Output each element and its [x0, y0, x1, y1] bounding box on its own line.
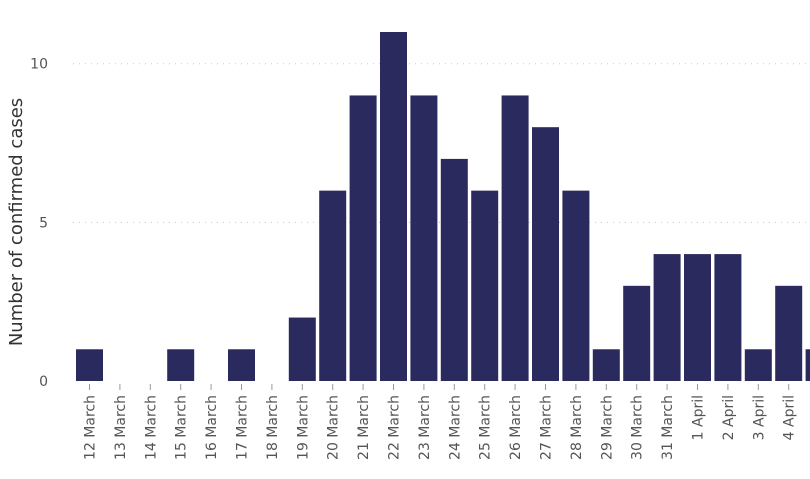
bar — [288, 317, 316, 381]
bars — [76, 32, 810, 382]
y-axis-ticks: 0 5 10 — [30, 57, 48, 390]
bar — [349, 95, 377, 382]
x-tick-label: 18 March — [265, 395, 281, 460]
x-tick-label: 22 March — [387, 395, 403, 460]
x-tick-label: 29 March — [599, 395, 615, 460]
x-tick-label: 15 March — [174, 395, 190, 460]
bar — [471, 190, 499, 381]
bar — [440, 158, 468, 381]
x-tick-label: 1 April — [691, 395, 707, 440]
x-tick-label: 19 March — [295, 395, 311, 460]
x-axis-ticks: 12 March 13 March 14 March 15 March 16 March… — [83, 384, 798, 460]
bar — [744, 349, 772, 381]
bar — [805, 349, 810, 381]
x-tick-label: 24 March — [447, 395, 463, 460]
bar — [623, 285, 651, 381]
x-tick-label: 26 March — [508, 395, 524, 460]
x-tick-label: 27 March — [539, 395, 555, 460]
y-tick-label: 0 — [39, 374, 48, 390]
bar — [714, 254, 742, 381]
x-tick-label: 3 April — [751, 395, 767, 440]
x-tick-label: 16 March — [204, 395, 220, 460]
x-tick-label: 20 March — [326, 395, 342, 460]
bar — [167, 349, 195, 381]
bar — [501, 95, 529, 382]
bar — [319, 190, 347, 381]
x-tick-label: 23 March — [417, 395, 433, 460]
bar — [228, 349, 255, 381]
x-tick-label: 13 March — [113, 395, 129, 460]
bar — [684, 254, 711, 381]
y-tick-label: 10 — [30, 57, 48, 73]
x-tick-label: 4 April — [782, 395, 798, 440]
x-tick-label: 17 March — [235, 395, 251, 460]
bar — [592, 349, 620, 381]
y-axis-title: Number of confirmed cases — [6, 98, 27, 346]
bar — [532, 127, 559, 381]
bar — [410, 95, 438, 382]
x-tick-label: 2 April — [721, 395, 737, 440]
bar — [76, 349, 103, 381]
bar — [562, 190, 590, 381]
x-tick-label: 21 March — [356, 395, 372, 460]
bar — [775, 285, 803, 381]
x-tick-label: 25 March — [478, 395, 494, 460]
bar — [380, 32, 407, 381]
x-tick-label: 31 March — [660, 395, 676, 460]
y-tick-label: 5 — [39, 215, 48, 231]
x-tick-label: 30 March — [630, 395, 646, 460]
bar — [653, 254, 681, 381]
x-tick-label: 12 March — [83, 395, 99, 460]
x-tick-label: 14 March — [143, 395, 159, 460]
x-tick-label: 28 March — [569, 395, 585, 460]
